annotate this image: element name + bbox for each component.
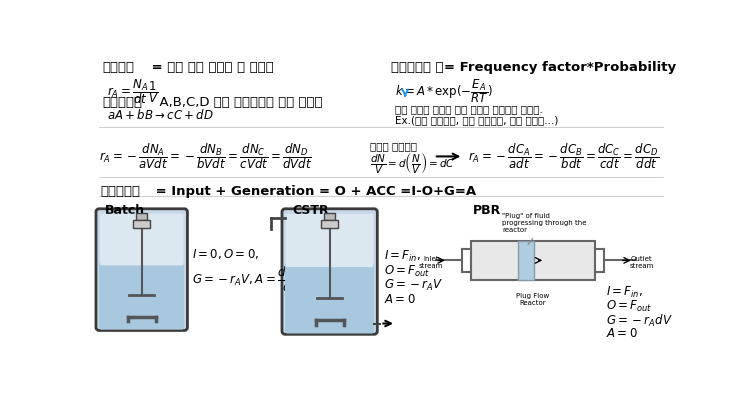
Text: = Frequency factor*Probability: = Frequency factor*Probability xyxy=(444,61,676,74)
Text: 실험 값으로 반응에 따라 다양한 단위들이 존재함.: 실험 값으로 반응에 따라 다양한 단위들이 존재함. xyxy=(395,104,543,114)
Text: "Plug" of fluid
progressing through the
reactor: "Plug" of fluid progressing through the … xyxy=(502,214,586,245)
FancyBboxPatch shape xyxy=(285,263,374,334)
Text: $I = F_{in},$: $I = F_{in},$ xyxy=(606,285,643,300)
Text: = 단위 시간 부피당 몰 변화량: = 단위 시간 부피당 몰 변화량 xyxy=(147,61,274,74)
Text: PBR: PBR xyxy=(473,204,501,217)
Text: A,B,C,D 모두 반응속도는 동일 해야함: A,B,C,D 모두 반응속도는 동일 해야함 xyxy=(151,97,322,110)
Text: Plug Flow
Reactor: Plug Flow Reactor xyxy=(516,293,550,306)
Text: = Input + Generation = O + ACC =I-O+G=A: = Input + Generation = O + ACC =I-O+G=A xyxy=(151,185,476,198)
Text: $aA + bB \rightarrow cC + dD$: $aA + bB \rightarrow cC + dD$ xyxy=(107,108,213,122)
Text: 반응속도: 반응속도 xyxy=(103,61,134,74)
FancyBboxPatch shape xyxy=(100,214,184,265)
Text: $A = 0$: $A = 0$ xyxy=(606,326,637,339)
Text: Inlet
stream: Inlet stream xyxy=(418,256,443,269)
Text: 부피가 일정하면: 부피가 일정하면 xyxy=(370,141,418,151)
Bar xyxy=(321,220,338,228)
Bar xyxy=(136,214,147,219)
Text: Outlet
stream: Outlet stream xyxy=(629,256,654,269)
FancyBboxPatch shape xyxy=(286,214,374,267)
Text: $G = -r_AV$: $G = -r_AV$ xyxy=(383,278,443,293)
Text: $r_A = -\dfrac{dC_A}{adt} = -\dfrac{dC_B}{bdt} = \dfrac{dC_C}{cdt} = \dfrac{dC_D: $r_A = -\dfrac{dC_A}{adt} = -\dfrac{dC_B… xyxy=(468,141,659,171)
FancyBboxPatch shape xyxy=(99,262,184,330)
Text: $\dfrac{dN}{V} = d\left(\dfrac{N}{V}\right) = dC$: $\dfrac{dN}{V} = d\left(\dfrac{N}{V}\rig… xyxy=(370,150,455,176)
Text: Batch: Batch xyxy=(105,204,145,217)
Text: $k = A * \exp(-\dfrac{E_A}{RT})$: $k = A * \exp(-\dfrac{E_A}{RT})$ xyxy=(395,77,493,105)
Text: $G = -r_AV, A = \dfrac{dN_A}{dt}$: $G = -r_AV, A = \dfrac{dN_A}{dt}$ xyxy=(192,264,302,294)
Text: $O = F_{out}$: $O = F_{out}$ xyxy=(383,263,429,278)
Text: $I = 0, O = 0,$: $I = 0, O = 0,$ xyxy=(192,247,259,260)
Text: $G = -r_AdV$: $G = -r_AdV$ xyxy=(606,313,673,329)
Bar xyxy=(133,220,150,228)
Text: $r_A = \dfrac{N_A}{dt}\dfrac{1}{V}$: $r_A = \dfrac{N_A}{dt}\dfrac{1}{V}$ xyxy=(107,77,159,106)
Text: $I = F_{in},$: $I = F_{in},$ xyxy=(383,249,421,264)
Text: 아레니우스 식: 아레니우스 식 xyxy=(392,61,444,74)
Text: Ex.(단위 표면적당, 단위 촉매량당, 단위 부피당...): Ex.(단위 표면적당, 단위 촉매량당, 단위 부피당...) xyxy=(395,115,559,125)
Text: 물질수지식: 물질수지식 xyxy=(100,185,140,198)
FancyBboxPatch shape xyxy=(282,209,377,334)
Text: $r_A = -\dfrac{dN_A}{aVdt} = -\dfrac{dN_B}{bVdt} = \dfrac{dN_C}{cVdt} = \dfrac{d: $r_A = -\dfrac{dN_A}{aVdt} = -\dfrac{dN_… xyxy=(99,141,312,171)
Bar xyxy=(471,241,595,280)
Text: 반응속도식: 반응속도식 xyxy=(103,97,142,110)
Text: CSTR: CSTR xyxy=(293,204,329,217)
Bar xyxy=(324,214,335,219)
FancyBboxPatch shape xyxy=(96,209,187,331)
Bar xyxy=(518,241,534,280)
Text: $O = F_{out}$: $O = F_{out}$ xyxy=(606,299,652,314)
Text: $A = 0$: $A = 0$ xyxy=(383,293,415,306)
